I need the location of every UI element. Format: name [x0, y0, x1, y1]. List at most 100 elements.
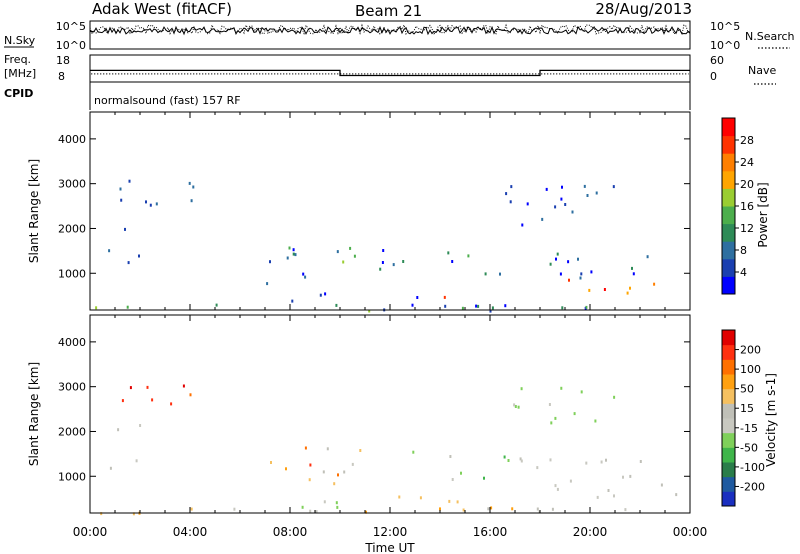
- heatmap-cell: [541, 217, 544, 221]
- colorbar-frame: [721, 329, 736, 507]
- heatmap-cell: [117, 428, 120, 432]
- heatmap-cell: [304, 275, 307, 279]
- colorbar-swatch: [722, 388, 735, 404]
- colorbar-swatch: [722, 418, 735, 434]
- heatmap-cell: [308, 478, 311, 482]
- colorbar-swatch: [722, 330, 735, 346]
- velocity-heatmap: [100, 384, 678, 516]
- colorbar-swatch: [722, 170, 735, 189]
- heatmap-cell: [554, 484, 557, 488]
- heatmap-cell: [536, 466, 539, 470]
- heatmap-cell: [564, 203, 567, 206]
- colorbar-swatch: [722, 359, 735, 375]
- ytick-label: 1000: [58, 267, 86, 280]
- heatmap-cell: [555, 257, 557, 261]
- heatmap-cell: [215, 303, 218, 307]
- heatmap-cell: [100, 512, 103, 516]
- colorbar-swatch: [722, 153, 735, 172]
- heatmap-cell: [586, 194, 589, 197]
- heatmap-cell: [402, 260, 405, 263]
- colorbar-swatch: [722, 188, 735, 207]
- nsearch-label: N.Search: [745, 30, 795, 43]
- velocity-colorbar: 200 100 50 15 -15 -50 -100 -200: [721, 329, 765, 507]
- heatmap-cell: [567, 260, 570, 264]
- heatmap-cell: [381, 261, 384, 264]
- heatmap-cell: [556, 252, 559, 256]
- heatmap-cell: [585, 305, 588, 309]
- heatmap-cell: [294, 253, 297, 257]
- heatmap-cell: [291, 299, 294, 303]
- heatmap-cell: [490, 506, 493, 510]
- heatmap-cell: [342, 260, 345, 264]
- heatmap-cell: [579, 276, 582, 280]
- heatmap-cell: [503, 455, 506, 459]
- heatmap-cell: [132, 512, 135, 516]
- heatmap-cell: [569, 479, 572, 483]
- heatmap-cell: [309, 509, 312, 513]
- xtick-label: 08:00: [273, 525, 308, 539]
- heatmap-cell: [126, 305, 129, 309]
- colorbar-tick-label: -200: [740, 480, 765, 493]
- heatmap-cell: [188, 181, 191, 185]
- colorbar-swatch: [722, 447, 735, 463]
- heatmap-cell: [605, 458, 607, 462]
- heatmap-cell: [554, 416, 557, 420]
- heatmap-cell: [675, 493, 678, 497]
- heatmap-cell: [419, 496, 422, 500]
- heatmap-cell: [233, 507, 236, 511]
- colorbar-swatch: [722, 276, 735, 295]
- ytick-label: 2000: [58, 222, 86, 235]
- heatmap-cell: [337, 473, 339, 477]
- heatmap-cell: [270, 461, 272, 464]
- heatmap-cell: [629, 286, 631, 290]
- heatmap-cell: [595, 191, 598, 195]
- heatmap-cell: [560, 386, 563, 390]
- ytick-label: 3000: [58, 381, 86, 394]
- heatmap-cell: [448, 499, 451, 503]
- power-yaxis: 1000 2000 3000 4000: [58, 112, 690, 310]
- colorbar-tick-label: 20: [740, 178, 754, 191]
- heatmap-cell: [475, 304, 478, 308]
- heatmap-cell: [571, 210, 574, 214]
- heatmap-cell: [568, 278, 570, 282]
- heatmap-cell: [365, 510, 367, 514]
- heatmap-cell: [288, 246, 291, 250]
- heatmap-cell: [573, 412, 576, 416]
- heatmap-cell: [149, 203, 152, 207]
- heatmap-cell: [309, 463, 312, 467]
- freq-tick-18: 18: [56, 54, 70, 67]
- heatmap-cell: [521, 223, 524, 227]
- colorbar-tick-label: -100: [740, 461, 765, 474]
- xtick-label: 00:00: [673, 525, 708, 539]
- heatmap-cell: [462, 508, 465, 512]
- heatmap-cell: [129, 386, 132, 390]
- freq-label-line1: Freq.: [4, 53, 31, 66]
- heatmap-cell: [550, 421, 553, 425]
- heatmap-cell: [119, 187, 122, 191]
- heatmap-cell: [108, 249, 111, 253]
- heatmap-cell: [631, 266, 633, 270]
- heatmap-cell: [551, 507, 554, 511]
- heatmap-cell: [519, 457, 522, 461]
- heatmap-cell: [335, 303, 338, 307]
- ytick-label: 4000: [58, 133, 86, 146]
- colorbar-tick-label: 16: [740, 200, 754, 213]
- heatmap-cell: [451, 478, 454, 481]
- heatmap-cell: [138, 254, 140, 258]
- heatmap-cell: [398, 495, 401, 499]
- heatmap-cell: [513, 403, 516, 407]
- heatmap-cell: [449, 455, 452, 458]
- heatmap-cell: [190, 199, 193, 203]
- date-title: 28/Aug/2013: [595, 0, 692, 18]
- velocity-ylabel: Slant Range [km]: [27, 362, 41, 466]
- heatmap-cell: [127, 261, 130, 265]
- cpid-label: CPID: [4, 87, 33, 100]
- heatmap-cell: [520, 387, 523, 391]
- heatmap-cell: [580, 390, 583, 394]
- heatmap-cell: [594, 419, 597, 423]
- colorbar-swatch: [722, 476, 735, 492]
- noise-tick-bottom-right: 10^0: [710, 39, 740, 52]
- power-colorbar-label: Power [dB]: [756, 182, 770, 247]
- heatmap-cell: [304, 446, 307, 450]
